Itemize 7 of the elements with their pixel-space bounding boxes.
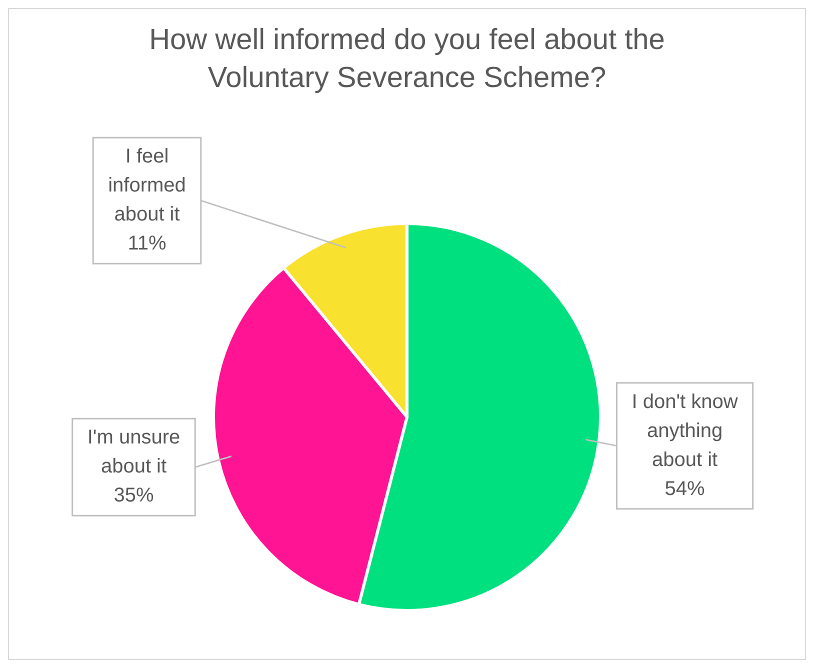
slice-label: I feel informed about it: [108, 146, 186, 226]
data-label: 11%: [128, 232, 166, 255]
slice-label: I don't know anything about it: [632, 390, 738, 471]
slice-label: I'm unsure about it: [87, 426, 180, 478]
chart-title: How well informed do you feel about the Voluntary Severance Scheme?: [148, 23, 666, 96]
data-label: 54%: [664, 478, 706, 500]
data-label: 35%: [114, 484, 154, 507]
